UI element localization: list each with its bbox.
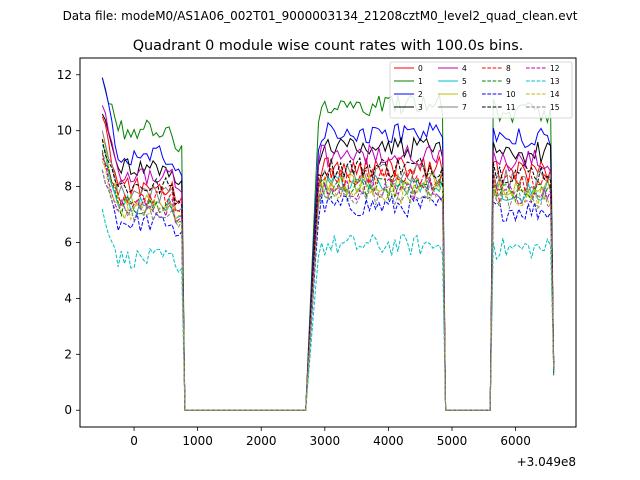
x-tick-label: 3000 [310,434,341,448]
legend-label-8: 8 [506,64,511,73]
y-tick-label: 2 [64,347,72,361]
series-line-2 [101,77,555,411]
y-tick-label: 8 [64,180,72,194]
legend-label-12: 12 [550,64,560,73]
x-tick-label: 0 [130,434,138,448]
series-line-4 [101,105,555,411]
series-line-13 [101,208,555,411]
series-line-15 [101,169,555,411]
legend-label-1: 1 [418,77,423,86]
x-offset-label: +3.049e8 [517,455,576,469]
x-tick-label: 1000 [182,434,213,448]
legend-label-14: 14 [550,90,560,99]
series-line-14 [101,161,555,411]
suptitle: Data file: modeM0/AS1A06_002T01_90000031… [63,9,578,23]
y-tick-label: 4 [64,291,72,305]
legend-label-2: 2 [418,90,423,99]
y-tick-label: 12 [57,68,72,82]
series-line-3 [101,113,555,411]
series-line-7 [101,130,555,411]
x-tick-label: 5000 [437,434,468,448]
x-tick-label: 4000 [373,434,404,448]
legend-label-13: 13 [550,77,560,86]
series-line-11 [101,139,555,411]
legend-label-9: 9 [506,77,511,86]
series-line-9 [101,150,555,411]
plot-area [101,77,555,411]
y-tick-label: 0 [64,403,72,417]
x-axis: 0 1000 2000 3000 4000 5000 6000 [130,427,531,448]
y-axis: 0 2 4 6 8 10 12 [57,68,80,417]
plot-title: Quadrant 0 module wise count rates with … [133,38,524,54]
series-line-8 [101,152,555,411]
legend-label-15: 15 [550,103,560,112]
legend-label-4: 4 [462,64,467,73]
legend-label-7: 7 [462,103,467,112]
legend-label-0: 0 [418,64,423,73]
x-tick-label: 6000 [500,434,531,448]
x-tick-label: 2000 [246,434,277,448]
y-tick-label: 6 [64,236,72,250]
legend-label-3: 3 [418,103,423,112]
series-line-12 [101,158,555,411]
legend-label-5: 5 [462,77,467,86]
legend-label-10: 10 [506,90,516,99]
legend-label-11: 11 [506,103,516,112]
y-tick-label: 10 [57,124,72,138]
legend-label-6: 6 [462,90,467,99]
legend-frame [389,61,573,119]
